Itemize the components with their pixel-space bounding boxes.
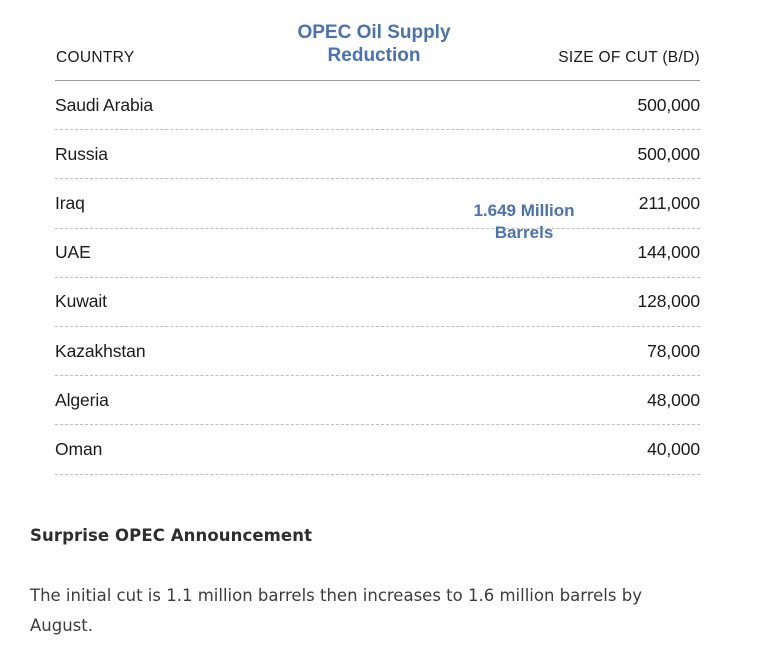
table-title: OPEC Oil Supply Reduction: [297, 22, 451, 66]
country-cell: Algeria: [55, 389, 109, 410]
table-row: Oman 40,000: [55, 425, 700, 475]
article-paragraph: The initial cut is 1.1 million barrels t…: [30, 585, 642, 635]
country-cell: UAE: [55, 242, 91, 263]
table-row: Kazakhstan 78,000: [55, 327, 700, 377]
table-row: Kuwait 128,000: [55, 278, 700, 327]
country-cell: Kuwait: [55, 291, 107, 312]
table-row: Iraq 211,000: [55, 179, 700, 229]
cut-value-cell: 78,000: [647, 340, 700, 361]
country-cell: Kazakhstan: [55, 340, 146, 361]
table-row: Russia 500,000: [55, 130, 700, 180]
cut-value-cell: 211,000: [638, 192, 700, 213]
table-row: Algeria 48,000: [55, 376, 700, 426]
column-header-country: COUNTRY: [56, 49, 135, 66]
country-cell: Iraq: [55, 192, 85, 213]
cut-value-cell: 500,000: [637, 94, 700, 115]
table-row: UAE 144,000: [55, 229, 700, 278]
country-cell: Russia: [55, 143, 108, 164]
article-heading: Surprise OPEC Announcement: [30, 525, 313, 545]
country-cell: Oman: [55, 438, 103, 459]
cut-value-cell: 500,000: [637, 143, 700, 164]
article-section: Surprise OPEC Announcement The initial c…: [30, 526, 730, 641]
country-cell: Saudi Arabia: [55, 94, 154, 115]
table-header: COUNTRY OPEC Oil Supply Reduction SIZE O…: [55, 0, 700, 81]
opec-supply-table: COUNTRY OPEC Oil Supply Reduction SIZE O…: [55, 0, 700, 475]
total-barrels-annotation: 1.649 Million Barrels: [473, 201, 575, 242]
cut-value-cell: 128,000: [637, 291, 700, 312]
cut-value-cell: 144,000: [637, 242, 700, 263]
cut-value-cell: 48,000: [647, 389, 700, 410]
table-row: Saudi Arabia 500,000: [55, 81, 700, 131]
column-header-size-of-cut: SIZE OF CUT (B/D): [558, 49, 700, 66]
cut-value-cell: 40,000: [647, 438, 700, 459]
